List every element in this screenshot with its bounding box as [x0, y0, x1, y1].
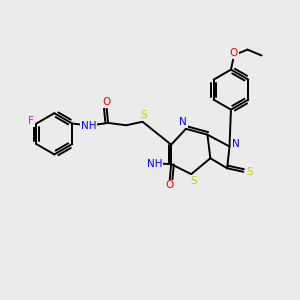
- Text: S: S: [140, 110, 147, 120]
- Text: F: F: [28, 116, 34, 126]
- Text: N: N: [232, 139, 240, 148]
- Text: O: O: [166, 180, 174, 190]
- Text: O: O: [103, 97, 111, 107]
- Text: S: S: [247, 167, 253, 177]
- Text: N: N: [179, 117, 187, 127]
- Text: NH: NH: [81, 121, 96, 131]
- Text: S: S: [191, 176, 197, 186]
- Text: NH: NH: [147, 158, 162, 169]
- Text: O: O: [230, 48, 238, 58]
